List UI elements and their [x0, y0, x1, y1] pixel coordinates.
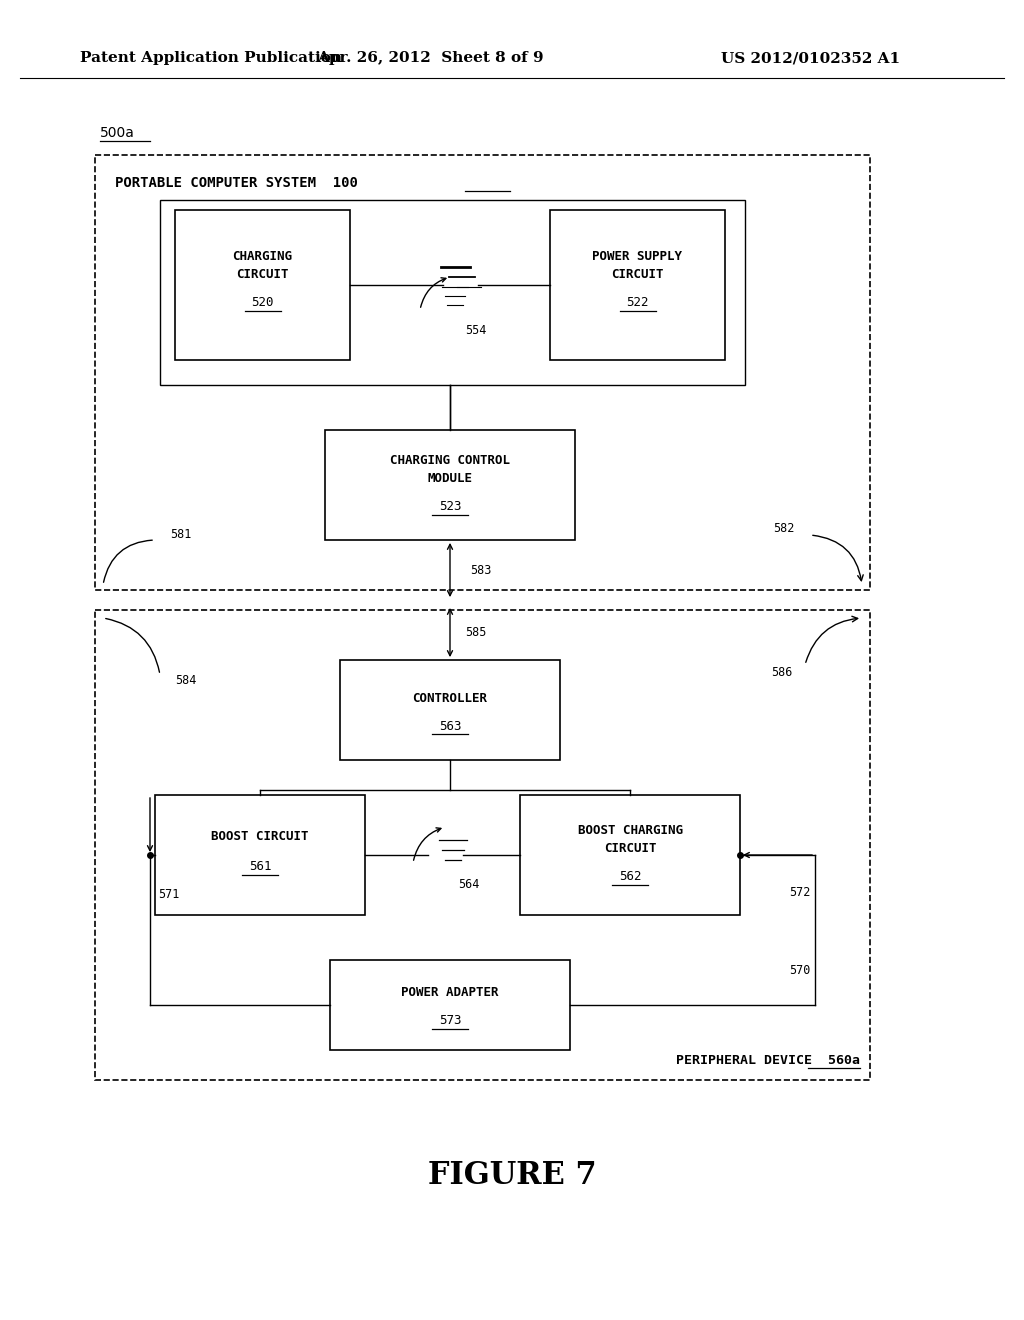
Text: CONTROLLER: CONTROLLER — [413, 692, 487, 705]
Text: 573: 573 — [438, 1015, 461, 1027]
Text: 563: 563 — [438, 719, 461, 733]
Bar — [330, 960, 570, 1049]
Text: 586: 586 — [771, 665, 792, 678]
Text: 572: 572 — [788, 887, 810, 899]
Text: 564: 564 — [458, 879, 479, 891]
Text: US 2012/0102352 A1: US 2012/0102352 A1 — [721, 51, 900, 65]
Bar — [160, 201, 745, 385]
Text: 571: 571 — [158, 888, 179, 902]
Text: 582: 582 — [773, 521, 795, 535]
Text: 562: 562 — [618, 870, 641, 883]
Text: 523: 523 — [438, 500, 461, 513]
Bar — [325, 430, 575, 540]
Text: CIRCUIT: CIRCUIT — [611, 268, 664, 281]
Text: PORTABLE COMPUTER SYSTEM  100: PORTABLE COMPUTER SYSTEM 100 — [115, 176, 357, 190]
Text: 522: 522 — [627, 297, 649, 309]
Text: FIGURE 7: FIGURE 7 — [428, 1159, 596, 1191]
Text: 583: 583 — [470, 564, 492, 577]
Text: Patent Application Publication: Patent Application Publication — [80, 51, 342, 65]
Bar — [155, 795, 365, 915]
Text: CIRCUIT: CIRCUIT — [604, 842, 656, 854]
Text: CHARGING: CHARGING — [232, 251, 293, 264]
Text: 585: 585 — [465, 626, 486, 639]
Text: 561: 561 — [249, 861, 271, 874]
Bar — [175, 210, 350, 360]
Text: 570: 570 — [788, 964, 810, 977]
Text: POWER SUPPLY: POWER SUPPLY — [593, 251, 683, 264]
Text: 500a: 500a — [100, 125, 135, 140]
Bar — [95, 610, 870, 1080]
Text: 581: 581 — [170, 528, 191, 541]
Text: POWER ADAPTER: POWER ADAPTER — [401, 986, 499, 999]
Text: BOOST CIRCUIT: BOOST CIRCUIT — [211, 830, 309, 843]
Bar — [340, 660, 560, 760]
Text: MODULE: MODULE — [427, 471, 472, 484]
Bar — [550, 210, 725, 360]
Text: CHARGING CONTROL: CHARGING CONTROL — [390, 454, 510, 466]
Bar — [95, 154, 870, 590]
Text: 520: 520 — [251, 297, 273, 309]
Bar — [520, 795, 740, 915]
Text: PERIPHERAL DEVICE  560a: PERIPHERAL DEVICE 560a — [676, 1053, 860, 1067]
Text: 554: 554 — [465, 323, 486, 337]
Text: Apr. 26, 2012  Sheet 8 of 9: Apr. 26, 2012 Sheet 8 of 9 — [316, 51, 544, 65]
Text: CIRCUIT: CIRCUIT — [237, 268, 289, 281]
Text: BOOST CHARGING: BOOST CHARGING — [578, 824, 683, 837]
Text: 584: 584 — [175, 673, 197, 686]
